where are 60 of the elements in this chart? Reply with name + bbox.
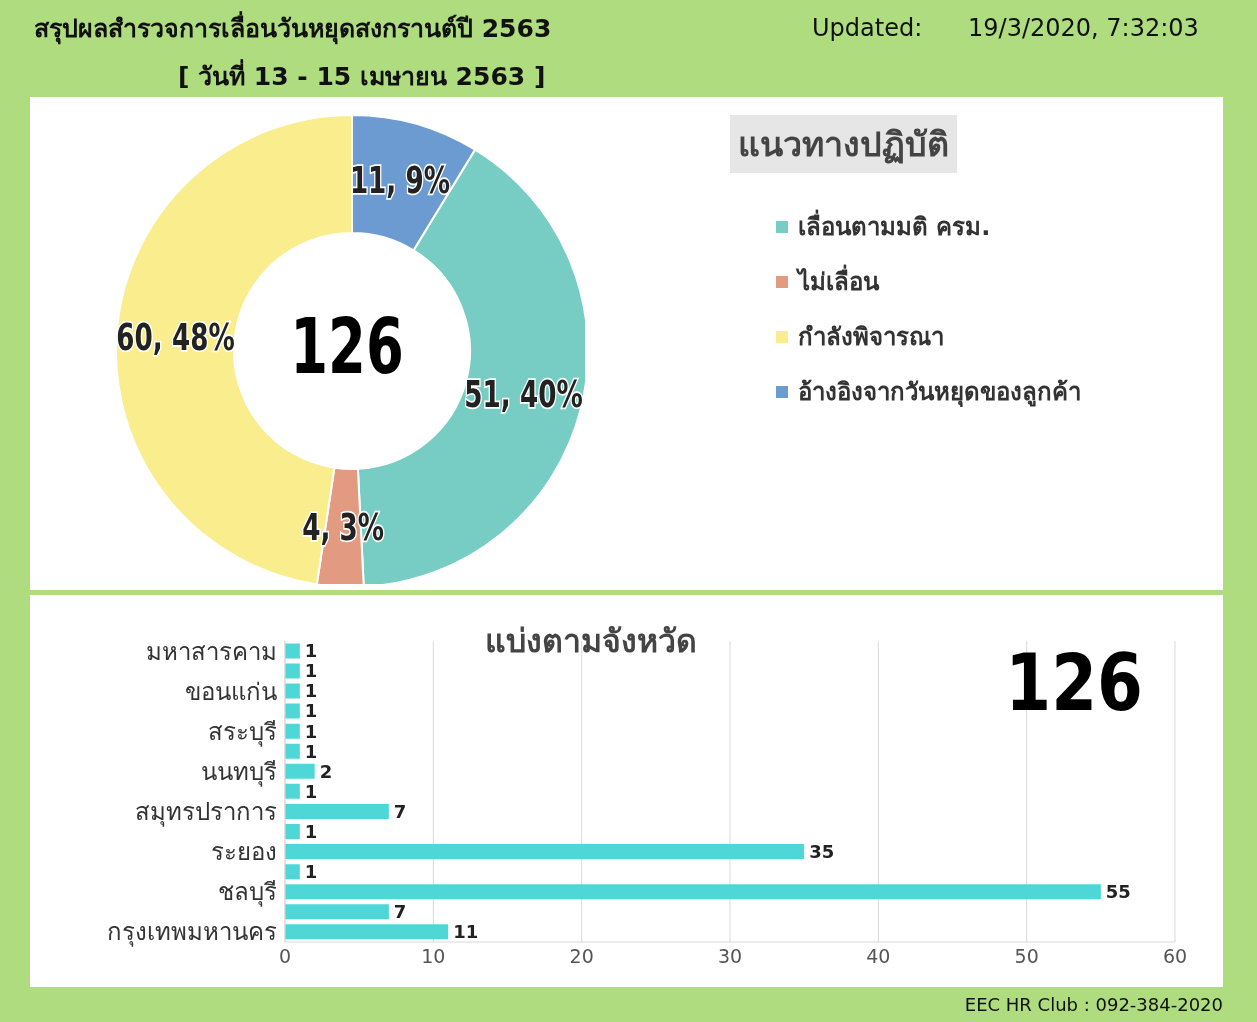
data-label: 1 bbox=[304, 861, 318, 883]
x-tick-label: 20 bbox=[569, 945, 594, 968]
data-label: 7 bbox=[393, 800, 407, 822]
x-tick-label: 30 bbox=[717, 945, 743, 968]
bar bbox=[285, 743, 300, 759]
bar bbox=[285, 763, 315, 779]
data-label: 11 bbox=[453, 921, 479, 943]
chart-subtitle: [ วันที่ 13 - 15 เมษายน 2563 ] bbox=[178, 58, 546, 93]
data-label: 51, 40% bbox=[464, 372, 583, 417]
text: Updated: 19/3/2020, 7:32:03 bbox=[812, 14, 1199, 42]
x-tick-label: 60 bbox=[1162, 945, 1188, 968]
legend-label: ไม่เลื่อน bbox=[795, 263, 881, 298]
y-tick-label: ระยอง bbox=[211, 838, 277, 867]
data-label: 1 bbox=[304, 740, 318, 762]
data-label: 55 bbox=[1105, 881, 1131, 903]
legend-title: แนวทางปฏิบัติ bbox=[730, 115, 957, 173]
data-label: 11, 9% bbox=[349, 158, 450, 203]
bar bbox=[285, 643, 300, 659]
y-tick-label: มหาสารคาม bbox=[146, 637, 277, 666]
y-tick-label: สระบุรี bbox=[208, 717, 277, 747]
data-label: 1 bbox=[304, 720, 318, 742]
data-label: 7 bbox=[393, 901, 407, 923]
bar bbox=[285, 703, 300, 719]
data-label: 1 bbox=[304, 820, 318, 842]
bar bbox=[285, 904, 389, 920]
legend-label: กำลังพิจารณา bbox=[797, 322, 945, 353]
bar bbox=[285, 844, 805, 860]
x-tick-label: 50 bbox=[1014, 945, 1039, 968]
bar bbox=[285, 783, 300, 799]
annotation: 126 bbox=[1005, 637, 1143, 730]
bar bbox=[285, 864, 300, 880]
data-label: 1 bbox=[304, 640, 318, 662]
y-tick-label: กรุงเทพมหานคร bbox=[107, 918, 277, 948]
data-label: 2 bbox=[319, 760, 333, 782]
y-tick-label: สมุทรปราการ bbox=[135, 798, 277, 828]
chart-title: สรุปผลสำรวจการเลื่อนวันหยุดสงกรานต์ปี 2563 bbox=[34, 10, 552, 47]
bar bbox=[285, 683, 300, 699]
chart-title: แบ่งตามจังหวัด bbox=[485, 621, 697, 662]
legend-label: อ้างอิงจากวันหยุดของลูกค้า bbox=[797, 377, 1081, 409]
x-tick-label: 40 bbox=[866, 945, 891, 968]
data-label: 1 bbox=[304, 780, 318, 802]
x-tick-label: 0 bbox=[278, 945, 292, 968]
bar bbox=[285, 884, 1101, 900]
data-label: 1 bbox=[304, 700, 318, 722]
text: EEC HR Club : 092-384-2020 bbox=[964, 994, 1223, 1015]
bar bbox=[285, 663, 300, 679]
bar bbox=[285, 723, 300, 739]
legend-label: เลื่อนตามมติ ครม. bbox=[797, 208, 992, 243]
x-tick-label: 10 bbox=[421, 945, 446, 968]
y-tick-label: ขอนแก่น bbox=[185, 677, 277, 706]
y-tick-label: ชลบุรี bbox=[218, 878, 277, 908]
data-label: 35 bbox=[809, 840, 835, 862]
data-label: 1 bbox=[304, 660, 318, 682]
y-tick-label: นนทบุรี bbox=[201, 757, 277, 787]
bar bbox=[285, 924, 449, 940]
bar bbox=[285, 824, 300, 840]
text: 126 bbox=[290, 300, 404, 392]
data-label: 1 bbox=[304, 680, 318, 702]
data-label: 60, 48% bbox=[116, 315, 235, 360]
bar bbox=[285, 803, 389, 819]
